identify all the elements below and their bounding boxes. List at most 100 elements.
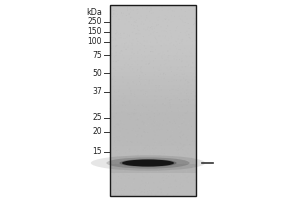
Point bbox=[158, 158, 162, 161]
Point bbox=[174, 73, 179, 76]
Point bbox=[166, 68, 170, 72]
Point bbox=[160, 124, 165, 127]
Point bbox=[164, 27, 169, 30]
Bar bbox=[110, 83, 196, 85]
Point bbox=[190, 173, 195, 176]
Point bbox=[166, 4, 170, 7]
Point bbox=[167, 101, 172, 104]
Point bbox=[109, 27, 114, 30]
Point bbox=[167, 120, 172, 124]
Point bbox=[192, 125, 197, 128]
Point bbox=[128, 43, 133, 46]
Point bbox=[179, 5, 184, 8]
Point bbox=[126, 82, 131, 86]
Point bbox=[119, 114, 124, 117]
Point bbox=[122, 101, 127, 104]
Point bbox=[157, 89, 162, 92]
Point bbox=[170, 122, 175, 125]
Point bbox=[135, 12, 140, 15]
Point bbox=[127, 35, 132, 38]
Point bbox=[162, 148, 167, 151]
Point bbox=[134, 21, 138, 24]
Point bbox=[160, 177, 165, 180]
Point bbox=[163, 104, 167, 107]
Point bbox=[155, 170, 160, 173]
Bar bbox=[110, 55, 196, 57]
Point bbox=[136, 32, 140, 35]
Point bbox=[115, 180, 120, 184]
Point bbox=[190, 52, 195, 56]
Point bbox=[178, 173, 183, 176]
Point bbox=[166, 24, 170, 28]
Point bbox=[181, 145, 186, 148]
Point bbox=[151, 34, 156, 37]
Point bbox=[157, 125, 161, 128]
Point bbox=[128, 11, 133, 14]
Point bbox=[127, 175, 132, 178]
Point bbox=[123, 151, 128, 154]
Point bbox=[120, 50, 124, 53]
Point bbox=[173, 122, 178, 125]
Point bbox=[120, 4, 125, 7]
Point bbox=[188, 52, 193, 55]
Point bbox=[140, 7, 145, 10]
Point bbox=[160, 19, 165, 23]
Point bbox=[164, 165, 169, 168]
Point bbox=[134, 32, 138, 36]
Point bbox=[178, 142, 183, 146]
Point bbox=[142, 24, 147, 27]
Point bbox=[180, 42, 185, 46]
Point bbox=[141, 168, 146, 172]
Point bbox=[160, 193, 165, 197]
Point bbox=[117, 152, 122, 155]
Point bbox=[123, 104, 128, 107]
Point bbox=[120, 36, 125, 39]
Point bbox=[116, 175, 121, 178]
Point bbox=[179, 130, 184, 133]
Point bbox=[157, 65, 162, 69]
Point bbox=[128, 100, 133, 103]
Bar bbox=[110, 34, 196, 36]
Point bbox=[139, 22, 144, 26]
Point bbox=[121, 5, 125, 8]
Point bbox=[187, 153, 192, 156]
Point bbox=[128, 7, 133, 11]
Point bbox=[166, 123, 171, 127]
Point bbox=[178, 176, 183, 179]
Point bbox=[165, 192, 170, 195]
Point bbox=[173, 88, 178, 92]
Point bbox=[110, 125, 115, 128]
Point bbox=[156, 15, 161, 19]
Point bbox=[128, 117, 133, 120]
Point bbox=[116, 122, 120, 125]
Point bbox=[171, 84, 176, 88]
Point bbox=[184, 39, 189, 43]
Point bbox=[129, 65, 134, 68]
Point bbox=[161, 148, 166, 151]
Point bbox=[186, 64, 191, 67]
Point bbox=[162, 18, 167, 21]
Point bbox=[139, 183, 143, 186]
Point bbox=[184, 60, 189, 63]
Point bbox=[183, 161, 188, 165]
Point bbox=[142, 19, 146, 22]
Point bbox=[126, 43, 131, 46]
Point bbox=[164, 131, 169, 134]
Point bbox=[189, 152, 194, 156]
Point bbox=[118, 52, 123, 55]
Point bbox=[148, 89, 153, 92]
Point bbox=[137, 14, 142, 17]
Point bbox=[126, 46, 130, 49]
Point bbox=[128, 189, 133, 192]
Point bbox=[177, 15, 182, 18]
Point bbox=[133, 96, 138, 99]
Point bbox=[172, 132, 177, 135]
Point bbox=[176, 153, 181, 156]
Point bbox=[156, 119, 161, 122]
Point bbox=[132, 177, 137, 180]
Point bbox=[116, 33, 121, 37]
Point bbox=[127, 30, 132, 33]
Point bbox=[135, 131, 140, 134]
Point bbox=[144, 124, 149, 127]
Point bbox=[132, 112, 137, 115]
